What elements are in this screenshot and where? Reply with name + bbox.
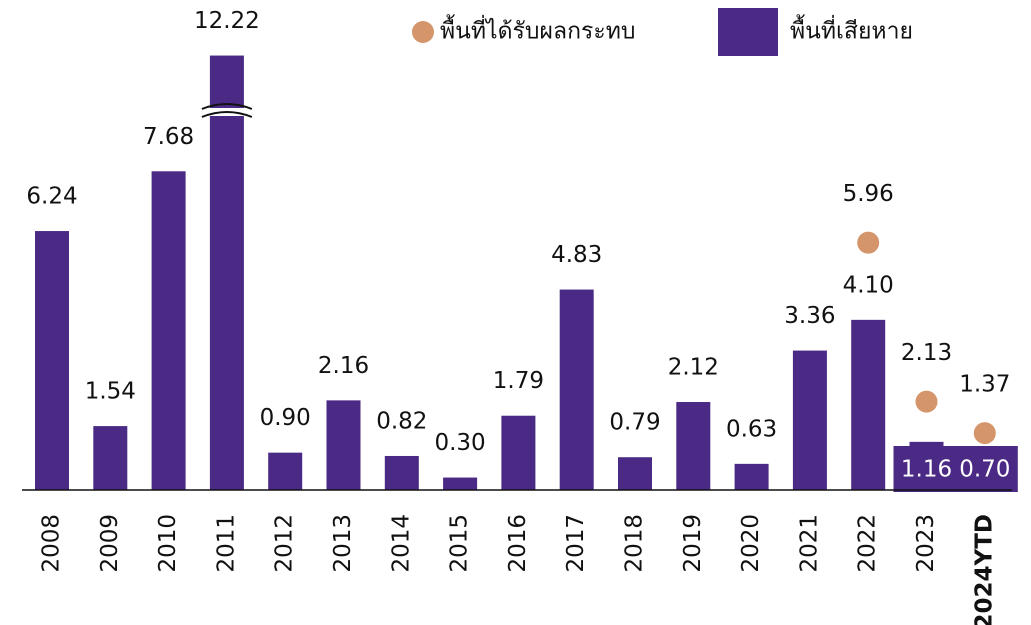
x-tick-label: 2018 (622, 514, 648, 573)
x-tick-label: 2009 (97, 514, 123, 573)
data-label: 1.79 (493, 368, 544, 394)
bar (559, 289, 594, 490)
dot (915, 390, 938, 413)
data-label: 12.22 (194, 8, 260, 34)
data-label: 0.30 (434, 430, 485, 456)
x-tick-label: 2016 (505, 514, 531, 573)
data-label: 2.12 (668, 355, 719, 381)
label-box (951, 446, 1018, 492)
x-tick-label: 2019 (680, 514, 706, 573)
bar (851, 319, 886, 490)
x-tick-label: 2017 (563, 514, 589, 573)
data-label: 0.79 (609, 410, 660, 436)
data-label: 4.83 (551, 242, 602, 268)
x-tick-label: 2010 (155, 514, 181, 573)
bar (268, 452, 303, 490)
bar (734, 463, 769, 490)
data-label: 2.13 (901, 340, 952, 366)
bar (384, 455, 419, 490)
x-tick-label: 2013 (330, 514, 356, 573)
bar (326, 400, 361, 490)
x-tick-label: 2012 (272, 514, 298, 573)
data-label: 4.10 (843, 272, 894, 298)
data-label: 5.96 (843, 181, 894, 207)
legend-marker (718, 8, 778, 56)
axis-break (201, 111, 253, 118)
bar (35, 231, 69, 491)
bar (443, 477, 478, 490)
x-tick-label: 2023 (913, 514, 939, 573)
x-tick-label: 2014 (388, 514, 414, 573)
bar (792, 350, 827, 490)
x-tick-label: 2020 (738, 514, 764, 573)
dot (973, 422, 996, 445)
bar (676, 402, 711, 490)
data-label: 3.36 (784, 303, 835, 329)
x-tick-label: 2022 (855, 514, 881, 573)
legend-label: พื้นที่เสียหาย (790, 15, 913, 45)
legend-marker (412, 21, 434, 43)
data-label: 1.54 (85, 379, 136, 405)
data-label: 1.37 (959, 372, 1010, 398)
data-label: 0.70 (959, 457, 1010, 483)
data-label: 0.82 (376, 408, 427, 434)
data-label: 0.90 (260, 405, 311, 431)
data-label: 0.63 (726, 416, 777, 442)
bar (618, 457, 652, 490)
label-box (893, 446, 960, 492)
data-label: 7.68 (143, 124, 194, 150)
axis-break (201, 103, 253, 110)
x-tick-label: 2021 (796, 514, 822, 573)
bar (501, 415, 536, 490)
data-label: 2.16 (318, 353, 369, 379)
x-tick-label: 2011 (213, 514, 239, 573)
bar (209, 55, 244, 491)
data-label: 1.16 (901, 457, 952, 483)
data-label: 6.24 (26, 184, 77, 210)
bar (93, 426, 128, 490)
x-tick-label: 2008 (39, 514, 65, 573)
x-tick-label: 2024YTD (971, 514, 997, 625)
x-tick-label: 2015 (447, 514, 473, 573)
legend-label: พื้นที่ได้รับผลกระทบ (440, 15, 635, 45)
bar (151, 171, 186, 490)
dot (857, 231, 880, 254)
